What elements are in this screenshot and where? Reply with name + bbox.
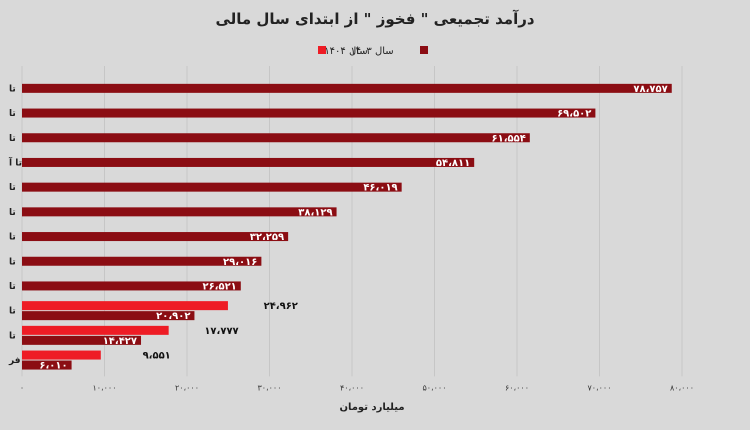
bar: [22, 360, 72, 370]
category-label: تا: [9, 134, 16, 144]
data-label: ۳۲،۲۵۹: [250, 232, 284, 243]
bar: [22, 350, 101, 360]
data-label: ۱۷،۷۷۷: [204, 326, 238, 337]
legend-swatch-1404: [318, 46, 326, 54]
category-label: تا: [9, 257, 16, 267]
category-label: تا: [9, 84, 16, 94]
legend: سال ۱۴۰۳ سال ۱۴۰۴: [318, 46, 428, 57]
data-label: ۶۱،۵۵۴: [491, 133, 525, 144]
x-tick-label: ۲۰،۰۰۰: [175, 383, 199, 392]
data-label: ۷۸،۷۵۷: [633, 84, 667, 95]
bar: [22, 281, 241, 291]
data-label: ۶۹،۵۰۲: [557, 109, 591, 120]
data-label: ۱۴،۴۲۷: [103, 336, 137, 347]
bar: [22, 301, 228, 311]
chart-title: درآمد تجمیعی " فخوز " از ابتدای سال مالی: [215, 10, 534, 28]
data-labels: ۷۸،۷۵۷ ۶۹،۵۰۲ ۶۱،۵۵۴ ۵۴،۸۱۱ ۴۶،۰۱۹ ۳۸،۱۲۹ ۳۲،۲…: [39, 84, 667, 372]
data-label: ۲۴،۹۶۲: [264, 301, 298, 312]
category-label: تا: [9, 331, 16, 341]
data-label: ۲۰،۹۰۲: [156, 311, 190, 322]
data-label: ۹،۵۵۱: [143, 351, 171, 362]
category-label: تا آ: [8, 156, 22, 168]
category-label: فر: [8, 356, 21, 366]
data-label: ۲۶،۵۲۱: [202, 281, 236, 292]
bar: [22, 108, 596, 118]
legend-swatch-1403: [420, 46, 428, 54]
x-axis-ticks: ۰ ۱۰،۰۰۰ ۲۰،۰۰۰ ۳۰،۰۰۰ ۴۰،۰۰۰ ۵۰،۰۰۰ ۶۰،۰۰۰ ۷۰،…: [20, 383, 694, 392]
data-label: ۵۴،۸۱۱: [436, 158, 470, 169]
legend-label-1404: سال ۱۴۰۴: [324, 46, 367, 57]
bars: [22, 83, 672, 370]
category-label: تا: [9, 233, 16, 243]
x-tick-label: ۸۰،۰۰۰: [670, 383, 694, 392]
bar: [22, 311, 195, 321]
bar: [22, 256, 262, 266]
gridlines: [21, 66, 683, 377]
bar: [22, 232, 289, 242]
category-label: تا: [9, 208, 16, 218]
data-label: ۳۸،۱۲۹: [298, 207, 332, 218]
category-label: تا: [9, 282, 16, 292]
bar: [22, 335, 142, 345]
bar: [22, 325, 169, 335]
x-tick-label: ۵۰،۰۰۰: [422, 383, 446, 392]
data-label: ۶،۰۱۰: [39, 361, 67, 372]
bar: [22, 157, 475, 167]
x-tick-label: ۴۰،۰۰۰: [340, 383, 364, 392]
bar: [22, 182, 402, 192]
bar: [22, 83, 672, 93]
category-labels: تا تا تا تا آ تا تا تا تا تا تا تا فر: [8, 84, 22, 366]
x-tick-label: ۰: [20, 383, 24, 392]
bar: [22, 133, 530, 143]
x-tick-label: ۶۰،۰۰۰: [505, 383, 529, 392]
legend-label-1403: سال ۱۴۰۳: [350, 46, 393, 57]
bar: [22, 207, 337, 217]
x-tick-label: ۷۰،۰۰۰: [587, 383, 611, 392]
data-label: ۴۶،۰۱۹: [363, 183, 397, 194]
x-tick-label: ۱۰،۰۰۰: [92, 383, 116, 392]
x-tick-label: ۳۰،۰۰۰: [257, 383, 281, 392]
category-label: تا: [9, 307, 16, 317]
data-label: ۲۹،۰۱۶: [223, 257, 257, 268]
category-label: تا: [9, 109, 16, 119]
category-label: تا: [9, 183, 16, 193]
x-axis-label: میلیارد تومان: [339, 402, 404, 413]
